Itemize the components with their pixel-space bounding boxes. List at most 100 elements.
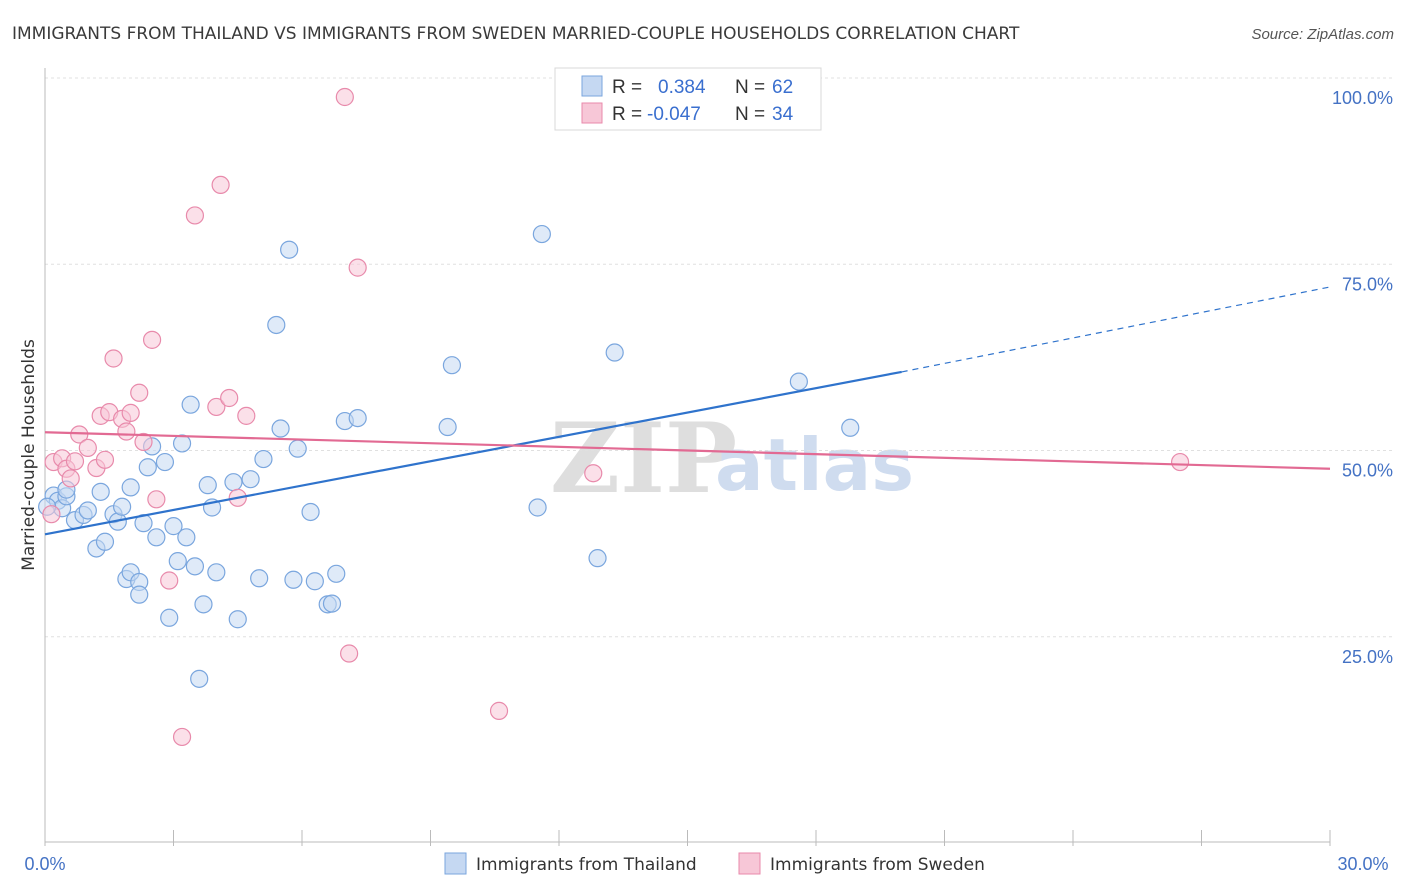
- legend-r-label-sweden: R =: [612, 104, 642, 125]
- data-point: [121, 478, 140, 497]
- data-point: [532, 224, 551, 244]
- data-point: [117, 422, 136, 441]
- y-tick-label-50: 50.0%: [1342, 461, 1393, 481]
- data-point: [280, 240, 299, 259]
- chart-title: IMMIGRANTS FROM THAILAND VS IMMIGRANTS F…: [12, 24, 1020, 44]
- data-point: [164, 517, 183, 536]
- data-point: [91, 482, 110, 501]
- data-point: [142, 330, 162, 349]
- stats-legend: R = 0.384 N = 62 R = -0.047 N = 34: [554, 67, 822, 131]
- x-axis-ticks: [44, 830, 1331, 846]
- data-point: [121, 403, 140, 422]
- data-point: [241, 470, 260, 489]
- x-tick-label-min: 0.0%: [24, 854, 65, 874]
- data-point: [104, 349, 123, 368]
- data-point: [181, 395, 200, 414]
- watermark-zip: ZIP: [550, 402, 737, 515]
- data-point: [605, 343, 624, 362]
- series-sweden-points: [42, 87, 1190, 747]
- y-axis-label: Married-couple Households: [19, 339, 39, 571]
- data-point: [301, 502, 320, 522]
- series-thailand-points: [38, 224, 860, 688]
- y-tick-label-75: 75.0%: [1342, 274, 1393, 294]
- data-point: [327, 564, 346, 583]
- data-point: [198, 476, 217, 495]
- data-point: [155, 452, 175, 472]
- data-point: [228, 610, 247, 629]
- data-point: [168, 552, 187, 571]
- data-point: [340, 644, 359, 663]
- watermark-atlas: atlas: [715, 423, 914, 507]
- data-point: [288, 439, 307, 458]
- trend-line-thailand-extension: [901, 286, 1331, 373]
- data-point: [211, 175, 230, 195]
- data-point: [95, 450, 115, 469]
- legend-n-value-thailand: 62: [772, 77, 793, 98]
- data-point: [134, 432, 153, 452]
- x-tick-label-max: 30.0%: [1337, 854, 1388, 874]
- legend-r-label-thailand: R =: [612, 77, 642, 98]
- trend-line-thailand: [44, 370, 902, 536]
- data-point: [138, 458, 157, 477]
- data-point: [147, 490, 166, 509]
- watermark: ZIP atlas: [550, 402, 914, 515]
- data-point: [438, 417, 457, 437]
- chart-source: Source: ZipAtlas.com: [1251, 26, 1394, 43]
- data-point: [305, 572, 324, 591]
- trend-lines: [44, 286, 1331, 536]
- series-legend: Immigrants from Thailand Immigrants from…: [444, 852, 985, 875]
- data-point: [489, 701, 509, 720]
- y-tick-label-25: 25.0%: [1342, 647, 1393, 667]
- data-point: [254, 449, 273, 469]
- data-point: [284, 570, 303, 589]
- data-point: [147, 528, 166, 547]
- legend-swatch-thailand: [581, 75, 603, 97]
- data-point: [207, 397, 226, 417]
- data-point: [250, 569, 269, 588]
- data-point: [584, 464, 603, 483]
- data-point: [78, 438, 97, 457]
- data-point: [185, 557, 205, 576]
- legend-n-value-sweden: 34: [772, 104, 794, 125]
- data-point: [224, 473, 243, 492]
- data-point: [95, 532, 115, 551]
- data-point: [207, 563, 226, 582]
- data-point: [78, 501, 97, 520]
- data-point: [42, 505, 61, 524]
- legend-r-value-sweden: -0.047: [647, 104, 701, 125]
- data-point: [160, 571, 179, 590]
- data-point: [528, 498, 547, 517]
- data-point: [190, 669, 209, 688]
- data-point: [130, 585, 149, 604]
- data-point: [130, 383, 149, 402]
- data-point: [789, 372, 808, 391]
- data-point: [61, 469, 80, 488]
- data-point: [112, 497, 132, 516]
- data-point: [348, 408, 367, 428]
- data-point: [588, 549, 607, 568]
- legend-n-label-thailand: N =: [735, 77, 765, 98]
- y-tick-labels: 25.0% 50.0% 75.0% 100.0%: [1332, 88, 1393, 667]
- legend-r-value-thailand: 0.384: [658, 77, 706, 98]
- data-point: [271, 419, 290, 438]
- data-point: [194, 595, 213, 614]
- data-point: [220, 388, 239, 408]
- data-point: [841, 418, 860, 437]
- legend-n-label-sweden: N =: [735, 104, 765, 125]
- bottom-legend-swatch-sweden: [738, 852, 761, 875]
- data-point: [172, 727, 192, 747]
- bottom-legend-label-sweden: Immigrants from Sweden: [770, 855, 985, 875]
- data-point: [185, 206, 205, 225]
- data-point: [237, 406, 256, 425]
- y-tick-label-100: 100.0%: [1332, 88, 1393, 108]
- data-point: [172, 434, 192, 453]
- data-point: [160, 608, 179, 627]
- bottom-legend-label-thailand: Immigrants from Thailand: [476, 855, 697, 875]
- data-point: [65, 452, 85, 471]
- data-point: [335, 87, 354, 107]
- data-point: [177, 528, 196, 547]
- data-point: [1170, 452, 1190, 472]
- trend-line-sweden: [44, 431, 1331, 470]
- data-point: [322, 594, 342, 613]
